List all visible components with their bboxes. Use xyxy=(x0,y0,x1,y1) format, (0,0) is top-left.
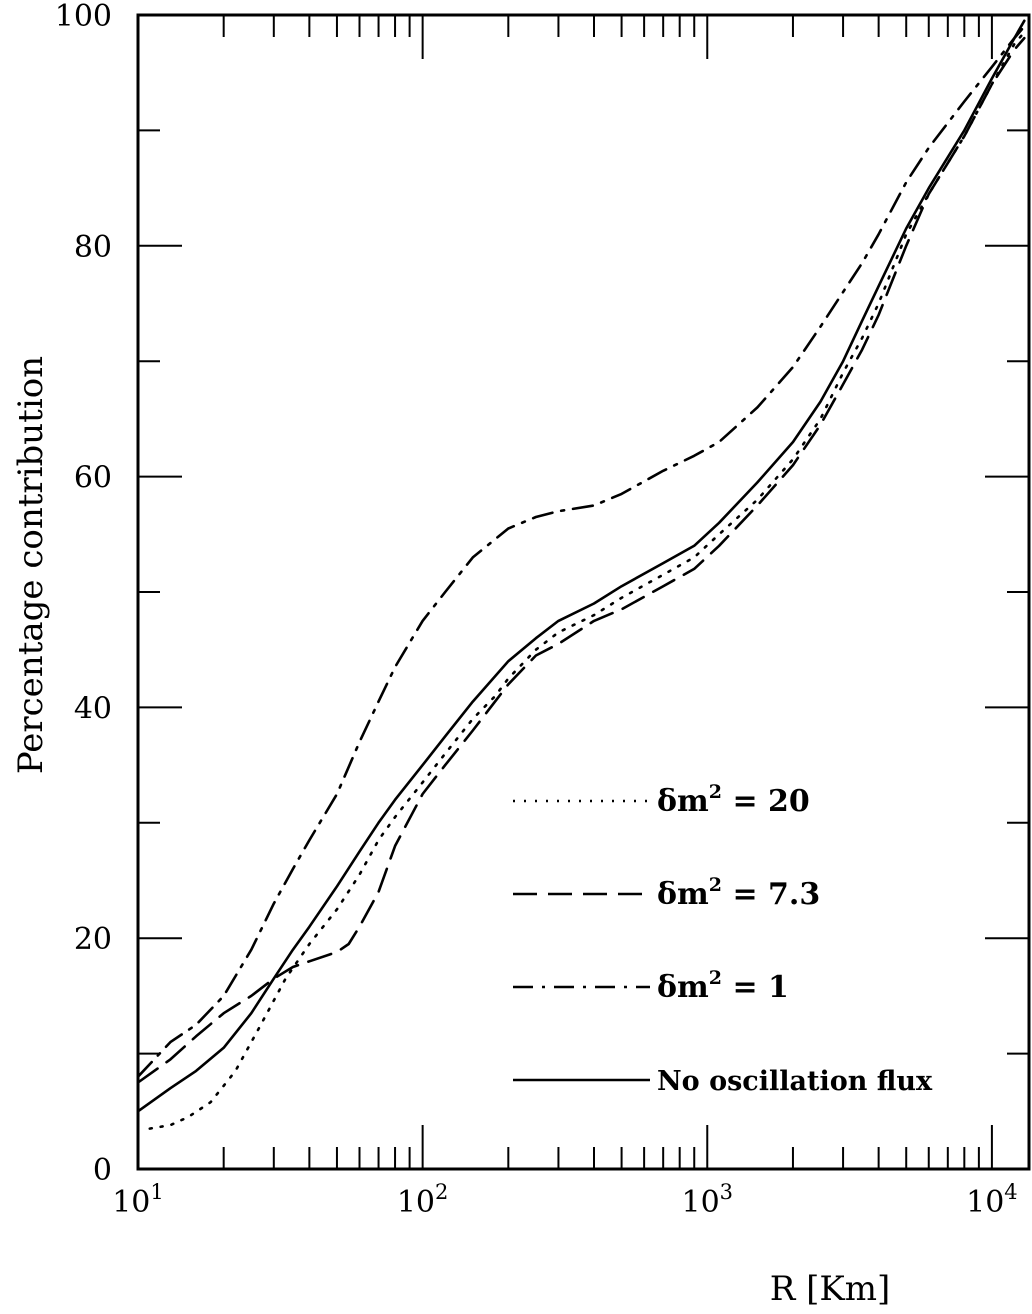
y-tick-label: 100 xyxy=(55,0,112,34)
legend-label-0: δm2 = 20 xyxy=(657,781,810,819)
y-tick-label: 0 xyxy=(93,1153,112,1188)
axis-ticks xyxy=(137,14,1029,1170)
series-lines xyxy=(136,19,1026,1130)
x-tick-label: 104 xyxy=(966,1180,1018,1220)
x-tick-label: 103 xyxy=(681,1180,733,1220)
x-tick-label: 102 xyxy=(397,1180,449,1220)
legend: δm2 = 20 δm2 = 7.3 δm2 = 1 No oscillation f… xyxy=(513,781,933,1097)
x-axis-title: R [Km] xyxy=(770,1269,891,1309)
series-line-1 xyxy=(136,36,1026,1084)
y-tick-label: 20 xyxy=(74,922,112,957)
y-tick-label: 80 xyxy=(74,230,112,265)
y-tick-label: 40 xyxy=(74,691,112,726)
series-line-0 xyxy=(148,30,1026,1130)
y-axis-title: Percentage contribution xyxy=(11,356,51,774)
plot-frame xyxy=(136,13,1031,1171)
series-line-2 xyxy=(136,25,1026,1078)
legend-label-1: δm2 = 7.3 xyxy=(657,874,820,912)
x-tick-label: 101 xyxy=(112,1180,164,1220)
legend-label-2: δm2 = 1 xyxy=(657,967,789,1005)
axis-tick-labels: 0 20 40 60 80 100 101 102 103 104 xyxy=(55,0,1018,1220)
legend-label-3: No oscillation flux xyxy=(657,1066,933,1097)
series-line-3 xyxy=(136,19,1026,1113)
y-tick-label: 60 xyxy=(74,461,112,496)
